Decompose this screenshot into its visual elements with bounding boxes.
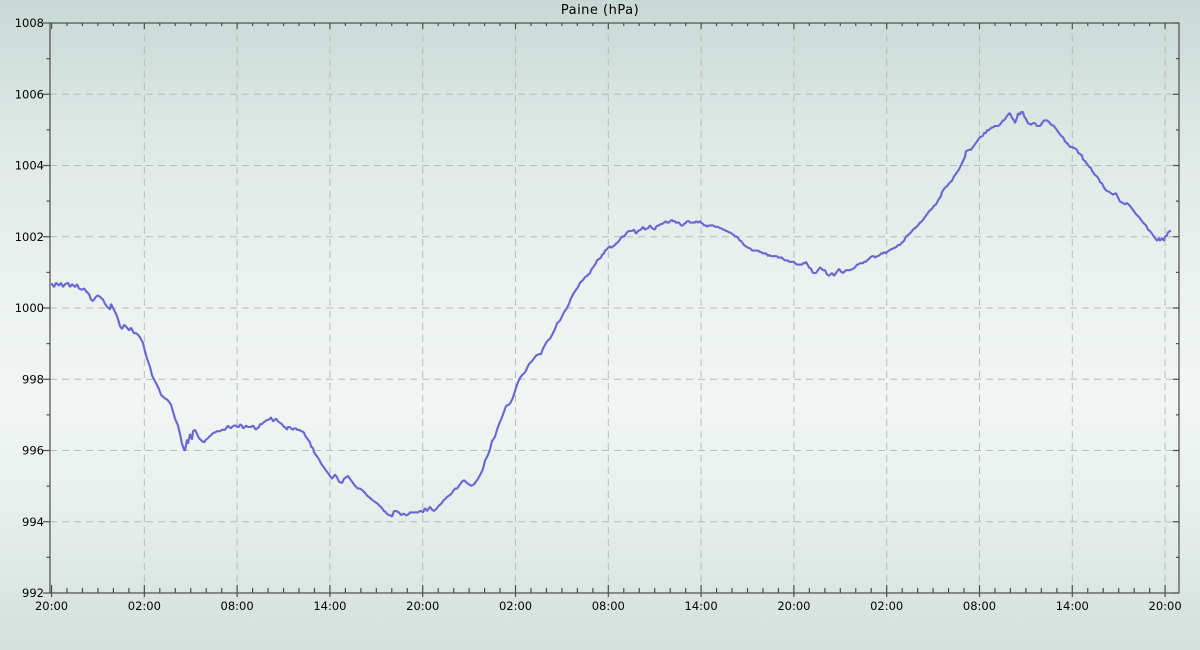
y-axis-tick-label: 1008 (15, 16, 44, 30)
x-axis-tick-label: 14:00 (1056, 599, 1089, 613)
y-axis-tick-label: 1002 (15, 230, 44, 244)
y-axis-tick-label: 996 (22, 444, 44, 458)
x-axis-tick-label: 14:00 (313, 599, 346, 613)
y-axis-tick-label: 994 (22, 515, 44, 529)
y-axis-tick-label: 998 (22, 372, 44, 386)
y-axis-tick-label: 1004 (15, 159, 44, 173)
chart-title: Paine (hPa) (560, 3, 640, 18)
x-axis-tick-label: 20:00 (1149, 599, 1182, 613)
x-axis-tick-label: 14:00 (685, 599, 718, 613)
x-axis-tick-label: 20:00 (406, 599, 439, 613)
y-axis-tick-label: 992 (22, 586, 44, 600)
x-axis-tick-label: 20:00 (35, 599, 68, 613)
x-axis-tick-label: 08:00 (592, 599, 625, 613)
x-axis-tick-label: 08:00 (963, 599, 996, 613)
pressure-line (50, 110, 1172, 518)
x-axis-tick-label: 02:00 (128, 599, 161, 613)
y-axis-tick-label: 1000 (15, 301, 44, 315)
x-axis-tick-label: 08:00 (221, 599, 254, 613)
y-axis-tick-label: 1006 (15, 87, 44, 101)
x-axis-tick-label: 02:00 (870, 599, 903, 613)
x-axis-tick-label: 20:00 (777, 599, 810, 613)
x-axis-tick-label: 02:00 (499, 599, 532, 613)
